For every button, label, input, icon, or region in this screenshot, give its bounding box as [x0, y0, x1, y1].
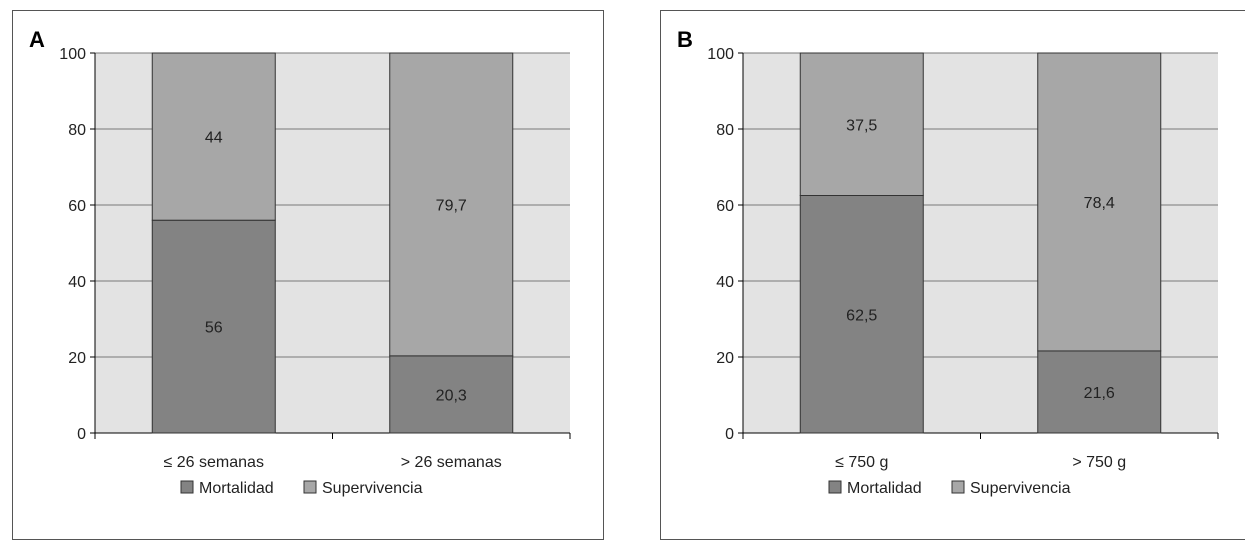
data-label: 37,5 — [846, 117, 877, 134]
legend-swatch-mortalidad — [828, 480, 842, 494]
data-label: 21,6 — [1084, 385, 1115, 402]
chart-panel-a: 0 20 40 60 80 100 56 44 ≤ 26 semanas 20,3 79,7 > 26… — [12, 10, 604, 540]
y-tick-label: 0 — [77, 426, 86, 443]
data-label: 79,7 — [436, 197, 467, 214]
y-tick-label: 20 — [68, 350, 86, 367]
bar-supervivencia — [389, 52, 514, 357]
legend-swatch-supervivencia — [303, 480, 317, 494]
y-tick-label: 0 — [725, 426, 734, 443]
legend-swatch-mortalidad — [180, 480, 194, 494]
y-tick-label: 60 — [716, 198, 734, 215]
x-category-label: > 26 semanas — [401, 454, 502, 471]
chart-b-svg: 0 20 40 60 80 100 62,5 37,5 ≤ 750 g 21,6 78,4 > 750… — [677, 27, 1219, 497]
data-label: 62,5 — [846, 307, 877, 324]
data-label: 56 — [205, 320, 223, 337]
y-tick-label: 100 — [59, 46, 86, 63]
y-tick-label: 40 — [716, 274, 734, 291]
bar-mortalidad — [1037, 350, 1162, 434]
bar-supervivencia — [151, 52, 276, 221]
legend-label-supervivencia: Supervivencia — [322, 480, 423, 497]
legend-label-mortalidad: Mortalidad — [847, 480, 922, 497]
x-category-label: ≤ 750 g — [835, 454, 888, 471]
y-tick-label: 20 — [716, 350, 734, 367]
y-tick-label: 40 — [68, 274, 86, 291]
bar-mortalidad — [799, 195, 924, 434]
bar-supervivencia — [799, 52, 924, 196]
data-label: 44 — [205, 130, 223, 147]
chart-panel-b: 0 20 40 60 80 100 62,5 37,5 ≤ 750 g 21,6 78,4 > 750… — [660, 10, 1245, 540]
y-tick-label: 80 — [716, 122, 734, 139]
legend-swatch-supervivencia — [951, 480, 965, 494]
bar-supervivencia — [1037, 52, 1162, 352]
x-category-label: ≤ 26 semanas — [164, 454, 264, 471]
x-category-label: > 750 g — [1072, 454, 1126, 471]
y-tick-label: 60 — [68, 198, 86, 215]
bar-mortalidad — [389, 355, 514, 434]
panel-label: A — [29, 27, 45, 52]
panel-label: B — [677, 27, 693, 52]
y-tick-label: 80 — [68, 122, 86, 139]
data-label: 20,3 — [436, 387, 467, 404]
legend-label-supervivencia: Supervivencia — [970, 480, 1071, 497]
legend-label-mortalidad: Mortalidad — [199, 480, 274, 497]
chart-a-svg: 0 20 40 60 80 100 56 44 ≤ 26 semanas 20,3 79,7 > 26… — [29, 27, 571, 497]
data-label: 78,4 — [1084, 195, 1115, 212]
y-tick-label: 100 — [707, 46, 734, 63]
